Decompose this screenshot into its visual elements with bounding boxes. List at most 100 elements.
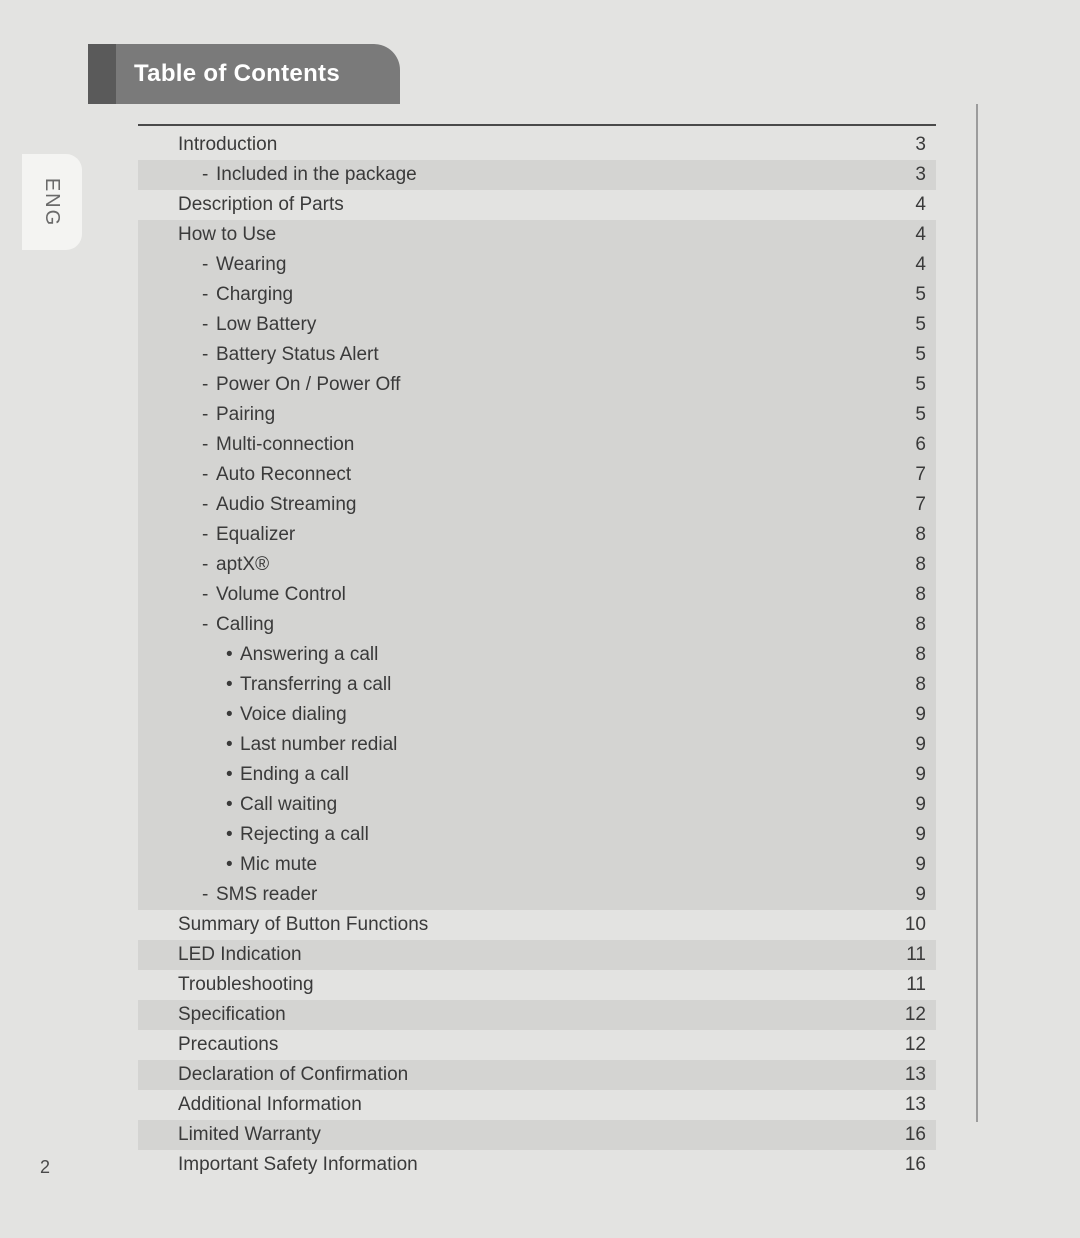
header-title: Table of Contents: [116, 44, 400, 104]
toc-label: Troubleshooting: [138, 974, 876, 996]
toc-row: Important Safety Information 16: [138, 1150, 936, 1180]
toc-label-text: Answering a call: [240, 644, 378, 665]
toc-row: - Equalizer8: [138, 520, 936, 550]
page-background: Table of Contents ENG Introduction3- Inc…: [0, 0, 1080, 1238]
toc-page: 16: [876, 1124, 926, 1146]
toc-label: - Included in the package: [138, 164, 876, 186]
toc-row: - Multi-connection6: [138, 430, 936, 460]
toc-row: - aptX®8: [138, 550, 936, 580]
toc-label-text: Summary of Button Functions: [178, 914, 428, 935]
toc-label: - Wearing: [138, 254, 876, 276]
toc-page: 11: [876, 944, 926, 966]
toc-label: - Audio Streaming: [138, 494, 876, 516]
toc-row: • Ending a call9: [138, 760, 936, 790]
toc-page: 16: [876, 1154, 926, 1176]
toc-label: How to Use: [138, 224, 876, 246]
toc-label: Introduction: [138, 134, 876, 156]
toc-row: - Included in the package3: [138, 160, 936, 190]
toc-label: Declaration of Confirmation: [138, 1064, 876, 1086]
toc-row: - Power On / Power Off5: [138, 370, 936, 400]
toc-label-text: Equalizer: [216, 524, 295, 545]
toc-page: 3: [876, 134, 926, 156]
toc-label-text: Specification: [178, 1004, 286, 1025]
toc-row: Declaration of Confirmation 13: [138, 1060, 936, 1090]
toc-label-text: Troubleshooting: [178, 974, 314, 995]
toc-row: Summary of Button Functions 10: [138, 910, 936, 940]
toc-row: Precautions12: [138, 1030, 936, 1060]
toc-row: - Wearing4: [138, 250, 936, 280]
toc-label-text: Limited Warranty: [178, 1124, 321, 1145]
toc-page: 8: [876, 524, 926, 546]
toc-label: • Mic mute: [138, 854, 876, 876]
toc-label: - Low Battery: [138, 314, 876, 336]
toc-row: • Answering a call8: [138, 640, 936, 670]
toc-label: Precautions: [138, 1034, 876, 1056]
toc-label: Additional Information: [138, 1094, 876, 1116]
toc-label: - Charging: [138, 284, 876, 306]
toc-label: • Rejecting a call: [138, 824, 876, 846]
language-tab: ENG: [22, 154, 82, 250]
toc-label-text: Declaration of Confirmation: [178, 1064, 408, 1085]
header-tab: Table of Contents: [88, 44, 400, 104]
toc-label-text: Audio Streaming: [216, 494, 356, 515]
toc-row: How to Use4: [138, 220, 936, 250]
toc-page: 8: [876, 584, 926, 606]
toc-page: 9: [876, 794, 926, 816]
toc-label: - Volume Control: [138, 584, 876, 606]
toc-row: - Volume Control8: [138, 580, 936, 610]
toc-page: 5: [876, 284, 926, 306]
toc-label-text: Pairing: [216, 404, 275, 425]
toc-label: • Call waiting: [138, 794, 876, 816]
toc-row: LED Indication11: [138, 940, 936, 970]
toc-row: Limited Warranty 16: [138, 1120, 936, 1150]
toc-page: 10: [876, 914, 926, 936]
toc-row: - Auto Reconnect7: [138, 460, 936, 490]
toc-page: 8: [876, 554, 926, 576]
toc-page: 8: [876, 674, 926, 696]
toc-label-text: Multi-connection: [216, 434, 354, 455]
toc-page: 13: [876, 1094, 926, 1116]
header-tab-accent: [88, 44, 116, 104]
toc-label-text: Mic mute: [240, 854, 317, 875]
toc-label: Important Safety Information: [138, 1154, 876, 1176]
toc-row: - Battery Status Alert5: [138, 340, 936, 370]
toc-row: • Transferring a call8: [138, 670, 936, 700]
toc-top-rule: [138, 124, 936, 126]
toc-label: - Auto Reconnect: [138, 464, 876, 486]
toc-label: Specification: [138, 1004, 876, 1026]
language-label: ENG: [41, 177, 64, 226]
toc-row: Specification 12: [138, 1000, 936, 1030]
toc-label-text: Introduction: [178, 134, 277, 155]
toc-row: • Mic mute9: [138, 850, 936, 880]
toc-page: 5: [876, 314, 926, 336]
toc-label-text: aptX®: [216, 554, 269, 575]
toc-label-text: Description of Parts: [178, 194, 344, 215]
toc-row: • Last number redial9: [138, 730, 936, 760]
toc-label-text: Additional Information: [178, 1094, 362, 1115]
toc-label: - Equalizer: [138, 524, 876, 546]
toc-row: - Calling8: [138, 610, 936, 640]
toc-body: Introduction 3 - Included in the package3 D…: [138, 124, 936, 1180]
toc-page: 7: [876, 494, 926, 516]
toc-page: 5: [876, 344, 926, 366]
toc-page: 11: [876, 974, 926, 996]
toc-row: • Voice dialing9: [138, 700, 936, 730]
toc-label-text: Power On / Power Off: [216, 374, 400, 395]
toc-page: 12: [876, 1004, 926, 1026]
toc-page: 4: [876, 254, 926, 276]
toc-rows: Introduction 3 - Included in the package3 D…: [138, 130, 936, 1180]
toc-label-text: Important Safety Information: [178, 1154, 418, 1175]
toc-label: - Calling: [138, 614, 876, 636]
toc-page: 9: [876, 764, 926, 786]
toc-label: - Pairing: [138, 404, 876, 426]
toc-page: 13: [876, 1064, 926, 1086]
toc-label-text: Wearing: [216, 254, 286, 275]
toc-page: 5: [876, 404, 926, 426]
toc-label-text: Volume Control: [216, 584, 346, 605]
toc-row: Additional Information 13: [138, 1090, 936, 1120]
toc-label-text: Calling: [216, 614, 274, 635]
toc-label-text: SMS reader: [216, 884, 317, 905]
toc-row: Introduction 3: [138, 130, 936, 160]
toc-label-text: Low Battery: [216, 314, 316, 335]
toc-page: 4: [876, 224, 926, 246]
